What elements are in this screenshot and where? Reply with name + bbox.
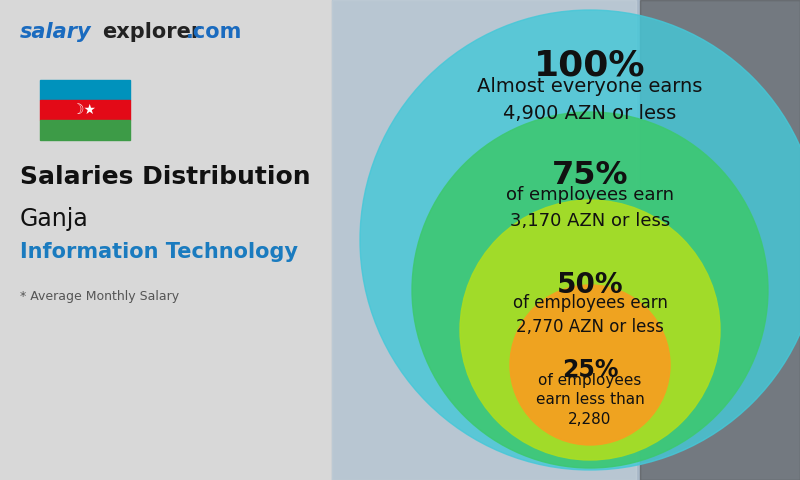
Bar [40,120,130,140]
Bar [332,0,636,480]
Text: Almost everyone earns
4,900 AZN or less: Almost everyone earns 4,900 AZN or less [478,77,702,123]
Text: salary: salary [20,22,92,42]
Text: ☽★: ☽★ [70,103,96,117]
Text: Ganja: Ganja [20,207,89,231]
Bar [40,80,130,100]
Text: of employees
earn less than
2,280: of employees earn less than 2,280 [536,372,644,427]
Text: 25%: 25% [562,358,618,382]
Text: Information Technology: Information Technology [20,242,298,262]
Text: 100%: 100% [534,48,646,82]
Text: explorer: explorer [102,22,202,42]
Text: * Average Monthly Salary: * Average Monthly Salary [20,290,179,303]
Circle shape [510,285,670,445]
Bar [40,100,130,120]
Circle shape [360,10,800,470]
Bar [0,0,332,480]
Bar [332,0,800,480]
Text: of employees earn
3,170 AZN or less: of employees earn 3,170 AZN or less [506,187,674,229]
Bar [640,0,800,480]
Text: 50%: 50% [557,271,623,299]
Text: .com: .com [186,22,242,42]
Text: Salaries Distribution: Salaries Distribution [20,165,310,189]
Text: of employees earn
2,770 AZN or less: of employees earn 2,770 AZN or less [513,293,667,336]
Text: 75%: 75% [552,159,628,191]
Circle shape [460,200,720,460]
Circle shape [412,112,768,468]
